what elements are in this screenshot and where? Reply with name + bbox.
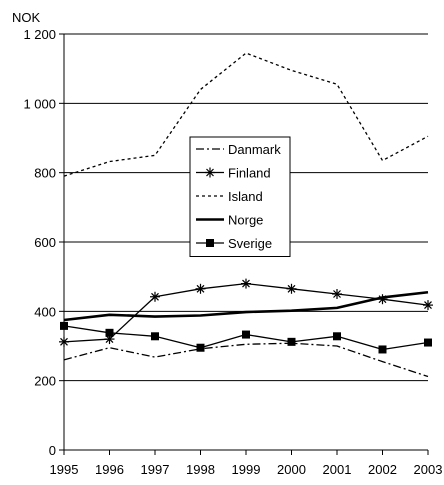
series-sverige — [60, 321, 432, 354]
legend-item-danmark: Danmark — [196, 142, 281, 157]
data-point-finland-2001 — [332, 289, 342, 299]
legend-item-island: Island — [196, 189, 263, 204]
legend-label-finland: Finland — [228, 166, 271, 181]
legend-box — [189, 136, 291, 257]
data-point-finland-2003 — [423, 300, 433, 311]
legend-item-norge: Norge — [196, 213, 263, 228]
legend-marker-sverige — [206, 239, 214, 247]
legend-item-sverige: Sverige — [196, 236, 272, 251]
x-tick-label-1996: 1996 — [95, 462, 124, 477]
x-tick-label-1997: 1997 — [141, 462, 170, 477]
data-point-sverige-2002 — [378, 345, 387, 354]
y-tick-label-1000: 1 000 — [23, 96, 56, 111]
x-tick-label-1999: 1999 — [232, 462, 261, 477]
data-point-sverige-1996 — [105, 328, 114, 337]
data-point-finland-1998 — [195, 283, 206, 294]
legend-label-norge: Norge — [228, 213, 263, 228]
axes — [59, 33, 429, 455]
y-tick-label-1200: 1 200 — [23, 27, 56, 42]
x-tick-label-2001: 2001 — [323, 462, 352, 477]
legend-label-island: Island — [228, 189, 263, 204]
y-tick-label-400: 400 — [34, 304, 56, 319]
data-point-sverige-1995 — [60, 321, 68, 330]
series-line-danmark — [63, 342, 429, 378]
y-axis-unit-label: NOK — [12, 10, 41, 25]
data-point-sverige-1998 — [196, 343, 205, 352]
x-tick-label-1995: 1995 — [50, 462, 79, 477]
legend: Danmark Finland Island Norge Sverige — [189, 136, 291, 257]
y-tick-label-200: 200 — [34, 374, 56, 389]
x-tick-label-2000: 2000 — [277, 462, 306, 477]
legend-label-danmark: Danmark — [228, 142, 281, 157]
series-line-norge — [63, 290, 429, 322]
series-lines — [59, 52, 433, 378]
data-point-sverige-2003 — [424, 338, 432, 347]
series-danmark — [63, 342, 429, 378]
data-point-sverige-1999 — [242, 330, 250, 339]
series-norge — [63, 290, 429, 322]
data-point-finland-2000 — [286, 283, 297, 294]
legend-item-finland: Finland — [196, 166, 271, 181]
y-tick-label-600: 600 — [34, 235, 56, 250]
x-tick-label-2002: 2002 — [368, 462, 397, 477]
data-point-finland-1995 — [59, 336, 69, 347]
data-point-sverige-2000 — [287, 337, 296, 346]
legend-marker-finland — [205, 167, 215, 178]
y-tick-label-0: 0 — [49, 443, 56, 458]
legend-label-sverige: Sverige — [228, 236, 272, 251]
data-point-finland-1999 — [241, 278, 251, 289]
x-tick-labels: 1995 1996 1997 1998 1999 2000 2001 2002 2003 — [50, 462, 443, 477]
y-tick-labels: 0 200 400 600 800 1 000 1 200 — [23, 27, 56, 458]
y-tick-label-800: 800 — [34, 166, 56, 181]
x-tick-label-2003: 2003 — [414, 462, 443, 477]
data-point-finland-1997 — [150, 291, 160, 302]
data-point-sverige-2001 — [333, 332, 341, 341]
x-tick-label-1998: 1998 — [186, 462, 215, 477]
data-point-sverige-1997 — [151, 332, 159, 341]
